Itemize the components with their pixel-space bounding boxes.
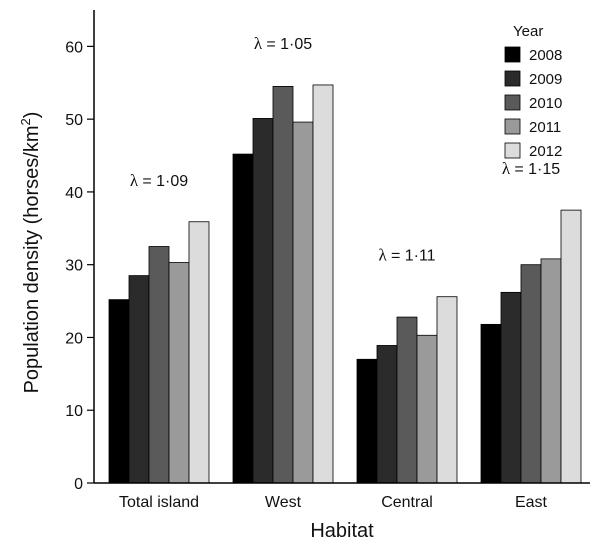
lambda-annotation: λ = 1·05 [254, 34, 312, 53]
y-axis-title-superscript: 2 [18, 118, 33, 125]
bar-2012-central [436, 296, 458, 484]
lambda-value: = 1·09 [142, 173, 188, 190]
x-tick-label: Total island [119, 494, 199, 511]
lambda-symbol: λ [502, 159, 515, 178]
legend-swatch [504, 142, 521, 159]
y-axis-title: Population density (horses/km2) [18, 112, 43, 394]
lambda-value: = 1·11 [391, 248, 436, 265]
bar-2009-total-island [128, 275, 150, 484]
y-tick-label: 20 [65, 330, 83, 347]
bar-2012-east [560, 209, 582, 484]
y-axis-title-close: ) [21, 112, 43, 119]
lambda-symbol: λ [254, 34, 267, 53]
x-tick-label: West [265, 494, 302, 511]
bar-2010-west [272, 86, 294, 484]
bar-2009-central [376, 345, 398, 484]
y-tick-label: 40 [65, 185, 83, 202]
legend-swatch [504, 70, 521, 87]
bar-2009-west [252, 118, 274, 484]
legend-title: Year [513, 23, 543, 40]
bar-2010-east [520, 264, 542, 484]
lambda-symbol: λ [130, 171, 143, 190]
bar-2011-east [540, 258, 562, 484]
bar-2011-central [416, 334, 438, 484]
legend-swatch [504, 94, 521, 111]
lambda-value: = 1·05 [266, 36, 312, 53]
legend: Year 2008 2009 2010 2011 2012 [504, 23, 562, 160]
bar-2008-central [356, 358, 378, 484]
bar-2008-west [232, 153, 254, 484]
legend-swatch [504, 46, 521, 63]
x-tick-label: East [515, 494, 548, 511]
lambda-symbol: λ [378, 246, 391, 265]
lambda-annotation: λ = 1·09 [130, 171, 188, 190]
x-tick-label: Central [381, 494, 433, 511]
bar-2009-east [500, 291, 522, 484]
legend-label: 2012 [529, 143, 562, 160]
axes: 0 10 20 30 40 50 60 Total island West Central East [65, 10, 590, 511]
bar-2011-total-island [168, 262, 190, 484]
annotations: λ = 1·09λ = 1·05λ = 1·11λ = 1·15 [130, 34, 560, 265]
plot-area [108, 84, 582, 484]
legend-label: 2010 [529, 95, 562, 112]
bar-2010-total-island [148, 246, 170, 484]
lambda-annotation: λ = 1·11 [378, 246, 435, 265]
y-tick-label: 50 [65, 112, 83, 129]
y-tick-label: 10 [65, 403, 83, 420]
bar-2011-west [292, 121, 314, 484]
y-tick-label: 0 [74, 476, 83, 493]
y-axis-title-main: Population density (horses/km [21, 125, 43, 393]
bar-2012-west [312, 84, 334, 484]
lambda-annotation: λ = 1·15 [502, 159, 560, 178]
bar-2008-east [480, 323, 502, 484]
legend-label: 2008 [529, 47, 562, 64]
legend-label: 2011 [529, 119, 561, 136]
legend-label: 2009 [529, 71, 562, 88]
y-tick-label: 60 [65, 39, 83, 56]
bar-2010-central [396, 316, 418, 484]
bar-2012-total-island [188, 221, 210, 484]
bar-2008-total-island [108, 299, 130, 484]
legend-swatch [504, 118, 521, 135]
lambda-value: = 1·15 [514, 161, 560, 178]
x-axis-title: Habitat [310, 520, 374, 542]
y-tick-label: 30 [65, 258, 83, 275]
